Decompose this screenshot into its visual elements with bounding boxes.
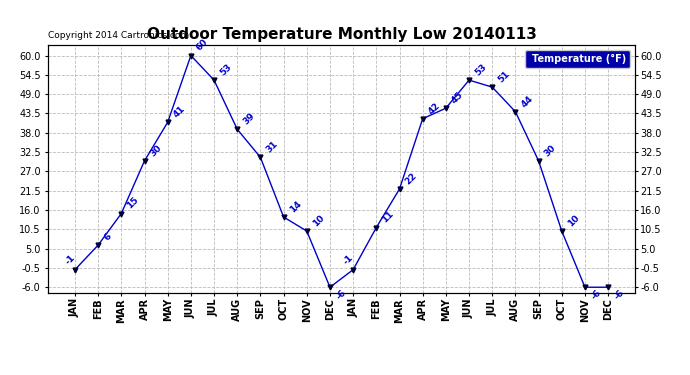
- Legend: Temperature (°F): Temperature (°F): [525, 50, 630, 68]
- Text: -1: -1: [64, 254, 77, 267]
- Text: 15: 15: [126, 195, 141, 211]
- Text: 22: 22: [404, 171, 419, 186]
- Text: 53: 53: [473, 62, 489, 77]
- Text: 53: 53: [218, 62, 233, 77]
- Text: 42: 42: [427, 100, 442, 116]
- Text: 41: 41: [172, 104, 187, 120]
- Text: 31: 31: [264, 140, 279, 154]
- Text: 10: 10: [311, 213, 326, 228]
- Text: -1: -1: [342, 254, 355, 267]
- Text: 60: 60: [195, 38, 210, 53]
- Text: -6: -6: [589, 288, 602, 301]
- Text: -6: -6: [334, 288, 348, 301]
- Text: 30: 30: [543, 143, 558, 158]
- Text: 6: 6: [102, 231, 113, 242]
- Text: Copyright 2014 Cartronics.com: Copyright 2014 Cartronics.com: [48, 31, 190, 40]
- Title: Outdoor Temperature Monthly Low 20140113: Outdoor Temperature Monthly Low 20140113: [146, 27, 537, 42]
- Text: 45: 45: [450, 90, 465, 105]
- Text: 44: 44: [520, 93, 535, 109]
- Text: -6: -6: [612, 288, 626, 301]
- Text: 39: 39: [241, 111, 257, 126]
- Text: 14: 14: [288, 199, 303, 214]
- Text: 30: 30: [148, 143, 164, 158]
- Text: 51: 51: [496, 69, 511, 84]
- Text: 10: 10: [566, 213, 581, 228]
- Text: 11: 11: [380, 210, 395, 225]
